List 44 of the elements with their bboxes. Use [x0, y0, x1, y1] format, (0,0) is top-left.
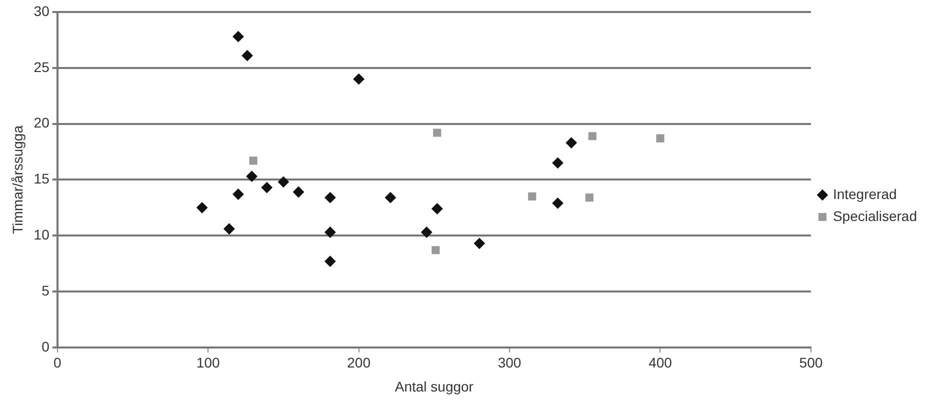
y-tick-label: 10	[34, 226, 50, 242]
point	[432, 203, 443, 214]
legend-label: Integrerad	[832, 186, 897, 202]
point	[353, 74, 364, 85]
point	[432, 246, 440, 254]
point	[246, 170, 258, 182]
point	[196, 202, 208, 214]
x-tick-label: 200	[347, 354, 371, 371]
point	[433, 128, 442, 137]
point	[552, 157, 564, 168]
y-tick-label: 20	[34, 114, 50, 131]
point	[324, 226, 336, 238]
y-tick-label: 5	[42, 282, 50, 298]
point	[656, 134, 664, 142]
point	[224, 223, 235, 234]
y-tick-label: 15	[34, 170, 50, 187]
point	[242, 50, 253, 62]
y-tick-label: 0	[42, 338, 50, 354]
x-tick-label: 0	[53, 354, 62, 371]
point	[474, 238, 485, 249]
legend-label: Specialiserad	[832, 208, 918, 224]
point	[324, 256, 336, 267]
y-axis-title: Timmar/årssugga	[9, 125, 26, 234]
x-tick-label: 500	[799, 354, 823, 371]
x-tick-label: 300	[498, 354, 522, 371]
point	[232, 188, 244, 200]
point	[566, 137, 577, 148]
point	[384, 192, 396, 204]
y-tick-label: 25	[34, 58, 50, 75]
y-tick-label: 30	[34, 2, 50, 19]
x-axis-title: Antal suggor	[394, 378, 474, 394]
point	[249, 156, 258, 165]
point	[552, 198, 564, 209]
point	[528, 192, 536, 201]
point	[588, 132, 596, 140]
point	[232, 31, 244, 42]
point	[293, 186, 304, 198]
x-tick-label: 100	[196, 354, 220, 371]
x-tick-label: 400	[648, 354, 672, 371]
point	[278, 176, 289, 188]
point	[261, 182, 272, 194]
point	[585, 194, 594, 202]
point	[421, 226, 432, 238]
point	[324, 192, 336, 204]
